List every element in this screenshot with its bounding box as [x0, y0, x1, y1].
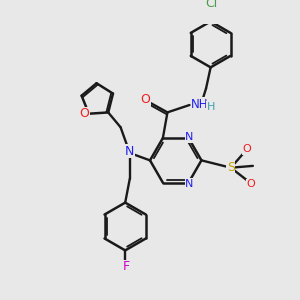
Text: O: O [247, 179, 255, 189]
Text: O: O [242, 144, 251, 154]
Text: N: N [125, 145, 134, 158]
Text: S: S [227, 161, 235, 174]
Text: N: N [185, 178, 194, 189]
Text: N: N [185, 132, 194, 142]
Text: NH: NH [191, 98, 209, 111]
Text: O: O [140, 93, 150, 106]
Text: H: H [207, 102, 215, 112]
Text: F: F [123, 260, 130, 273]
Text: Cl: Cl [206, 0, 218, 10]
Text: O: O [79, 107, 89, 120]
